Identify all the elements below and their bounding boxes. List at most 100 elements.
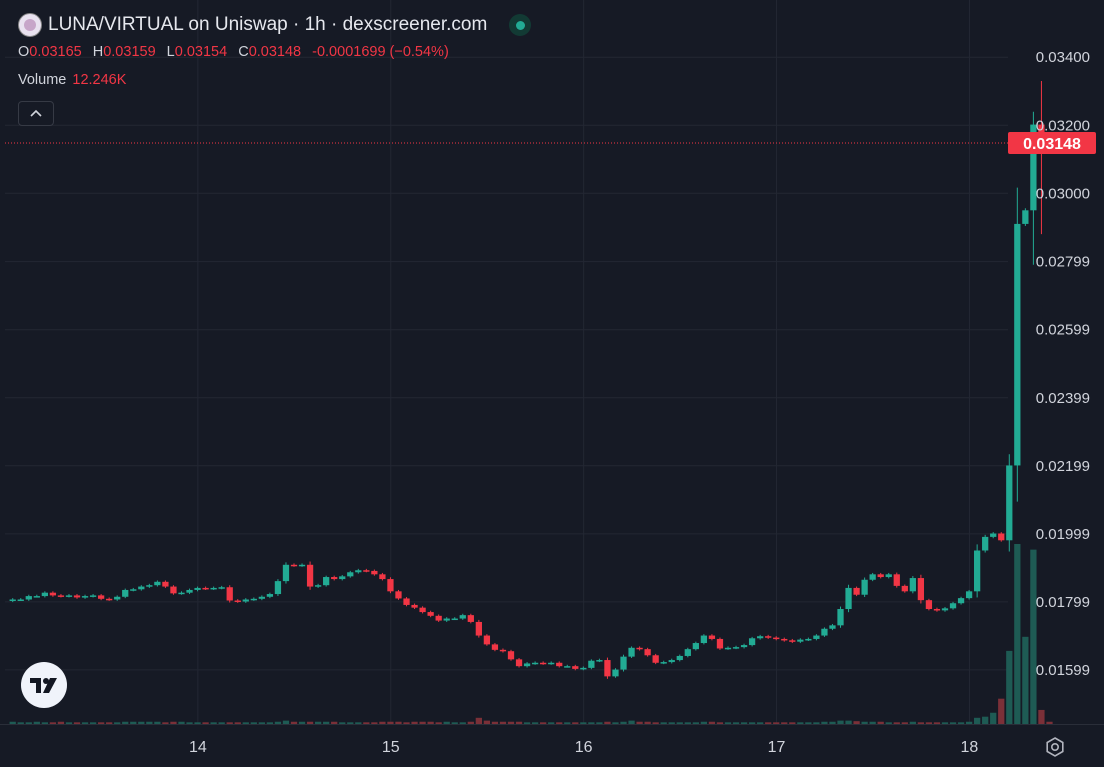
candle-body bbox=[765, 636, 772, 638]
live-status-icon[interactable] bbox=[509, 14, 532, 36]
x-tick-label: 14 bbox=[189, 739, 207, 756]
candle-body bbox=[379, 574, 386, 580]
candle-body bbox=[57, 595, 65, 597]
candle-body bbox=[692, 643, 699, 650]
y-tick-label: 0.03200 bbox=[1036, 117, 1090, 134]
candle-body bbox=[748, 638, 756, 646]
volume-bar bbox=[732, 722, 740, 724]
candle-body bbox=[491, 644, 499, 650]
candle-body bbox=[242, 599, 249, 602]
volume-bar bbox=[949, 722, 957, 724]
candle-body bbox=[97, 595, 105, 599]
tradingview-logo-icon[interactable] bbox=[21, 662, 67, 708]
volume-bar bbox=[724, 722, 732, 724]
candle-body bbox=[885, 574, 892, 578]
volume-bar bbox=[990, 712, 997, 724]
candle-body bbox=[459, 615, 466, 619]
volume-bar bbox=[146, 721, 153, 724]
candle-body bbox=[797, 639, 804, 642]
volume-bar bbox=[9, 721, 16, 724]
volume-bar bbox=[57, 721, 65, 724]
candle-body bbox=[612, 669, 619, 677]
token-avatar-icon bbox=[18, 13, 42, 37]
volume-bar bbox=[451, 722, 458, 724]
volume-bar bbox=[379, 721, 386, 724]
candle-body bbox=[652, 655, 659, 663]
candle-body bbox=[716, 638, 724, 649]
volume-bar bbox=[564, 722, 571, 724]
candle-body bbox=[339, 576, 346, 580]
candle-body bbox=[25, 596, 32, 600]
candle-body bbox=[427, 612, 434, 616]
candle-body bbox=[451, 618, 458, 621]
collapse-legend-button[interactable] bbox=[18, 101, 54, 126]
y-tick-label: 0.01799 bbox=[1036, 594, 1090, 611]
candle-body bbox=[234, 600, 241, 603]
candle-body bbox=[548, 662, 555, 665]
volume-bar bbox=[797, 722, 804, 724]
grid-lines bbox=[0, 0, 1104, 725]
candle-body bbox=[708, 635, 716, 639]
candle-body bbox=[757, 636, 764, 639]
candle-body bbox=[106, 598, 113, 601]
candle-body bbox=[114, 596, 121, 600]
current-price-tag bbox=[1008, 131, 1096, 154]
volume-bar bbox=[982, 716, 989, 724]
volume-bar bbox=[748, 722, 756, 724]
candle-body bbox=[387, 579, 394, 592]
candle-body bbox=[154, 581, 161, 586]
candle-body bbox=[523, 663, 531, 667]
candle-body bbox=[556, 662, 563, 667]
volume-bar bbox=[901, 722, 908, 724]
volume-bar bbox=[411, 721, 418, 724]
change-value: -0.0001699 (−0.54%) bbox=[312, 44, 449, 60]
volume-bar bbox=[97, 722, 105, 724]
volume-bar bbox=[290, 721, 298, 724]
volume-bar bbox=[612, 722, 619, 724]
volume-bar bbox=[419, 721, 426, 724]
candle-body bbox=[282, 564, 290, 582]
volume-bar bbox=[347, 722, 354, 724]
candle-body bbox=[845, 587, 852, 610]
candle-body bbox=[781, 638, 788, 641]
volume-bar bbox=[242, 722, 249, 724]
gear-icon[interactable] bbox=[1043, 735, 1067, 759]
time-axis[interactable]: 14 15 16 17 18 bbox=[189, 739, 978, 756]
candle-body bbox=[65, 595, 73, 597]
volume-bar bbox=[226, 722, 233, 724]
candle-body bbox=[861, 579, 868, 595]
candle-body bbox=[274, 581, 282, 595]
y-tick-label: 0.02399 bbox=[1036, 390, 1090, 407]
volume-bar bbox=[443, 721, 450, 724]
candle-body bbox=[162, 581, 169, 587]
candle-body bbox=[41, 592, 48, 597]
volume-bar bbox=[781, 722, 788, 724]
volume-bar bbox=[435, 722, 442, 724]
volume-bar bbox=[81, 722, 89, 724]
volume-readout: Volume 12.246K bbox=[18, 72, 126, 88]
volume-bar bbox=[298, 721, 306, 724]
volume-bar bbox=[306, 721, 314, 724]
volume-bar bbox=[363, 722, 370, 724]
candle-body bbox=[395, 591, 402, 599]
candle-body bbox=[588, 660, 595, 668]
candle-body bbox=[700, 635, 708, 644]
candle-body bbox=[226, 587, 233, 601]
volume-bar bbox=[162, 722, 169, 724]
candle-body bbox=[146, 585, 153, 587]
volume-bar bbox=[644, 721, 651, 724]
volume-bar bbox=[65, 722, 73, 724]
candle-body bbox=[178, 592, 185, 595]
volume-bar bbox=[274, 721, 282, 724]
candle-body bbox=[628, 647, 635, 657]
volume-bar bbox=[660, 722, 667, 724]
volume-bar bbox=[628, 720, 635, 724]
candle-body bbox=[314, 585, 322, 587]
volume-bar bbox=[218, 722, 225, 724]
volume-bar bbox=[491, 721, 499, 724]
price-axis[interactable]: 0.03400 0.03200 0.03000 0.02799 0.02599 0.023… bbox=[1036, 49, 1090, 679]
volume-bar bbox=[869, 721, 876, 724]
candle-body bbox=[515, 659, 523, 667]
candle-body bbox=[210, 587, 217, 590]
